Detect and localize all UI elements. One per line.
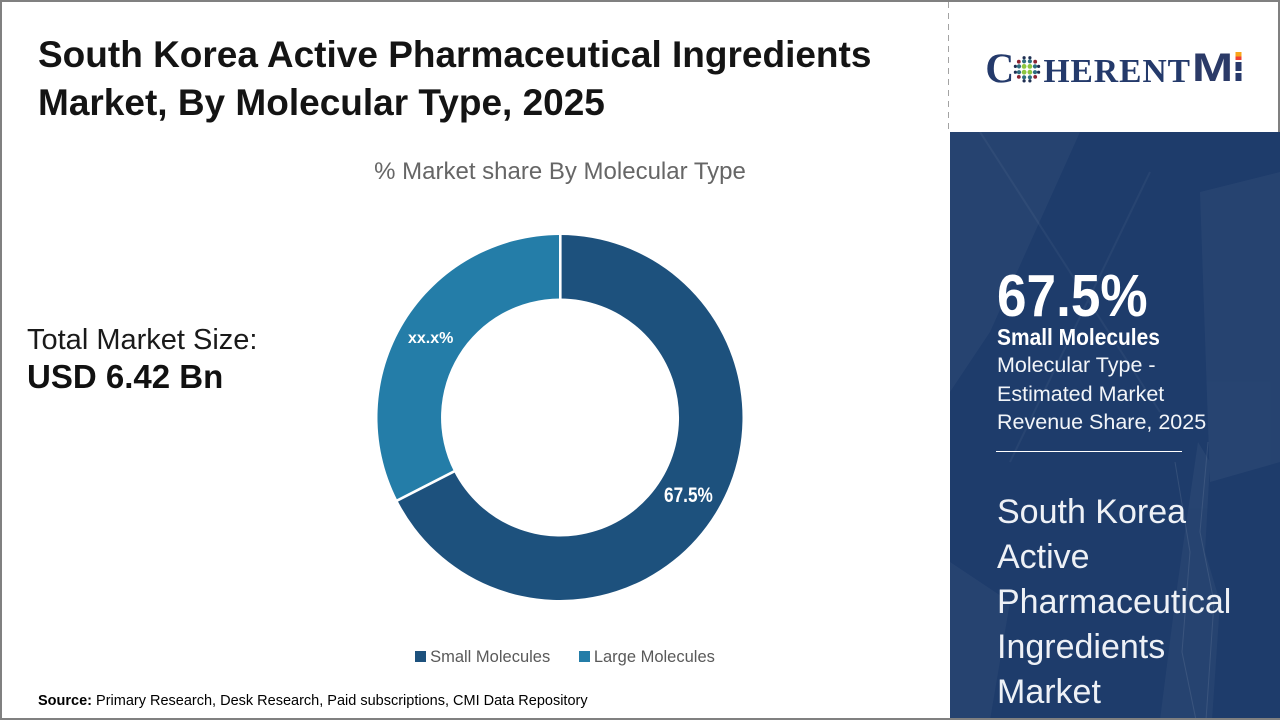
- svg-text:C: C: [985, 45, 1014, 90]
- svg-text:HERENT: HERENT: [1044, 53, 1191, 90]
- svg-text:M: M: [1192, 47, 1233, 90]
